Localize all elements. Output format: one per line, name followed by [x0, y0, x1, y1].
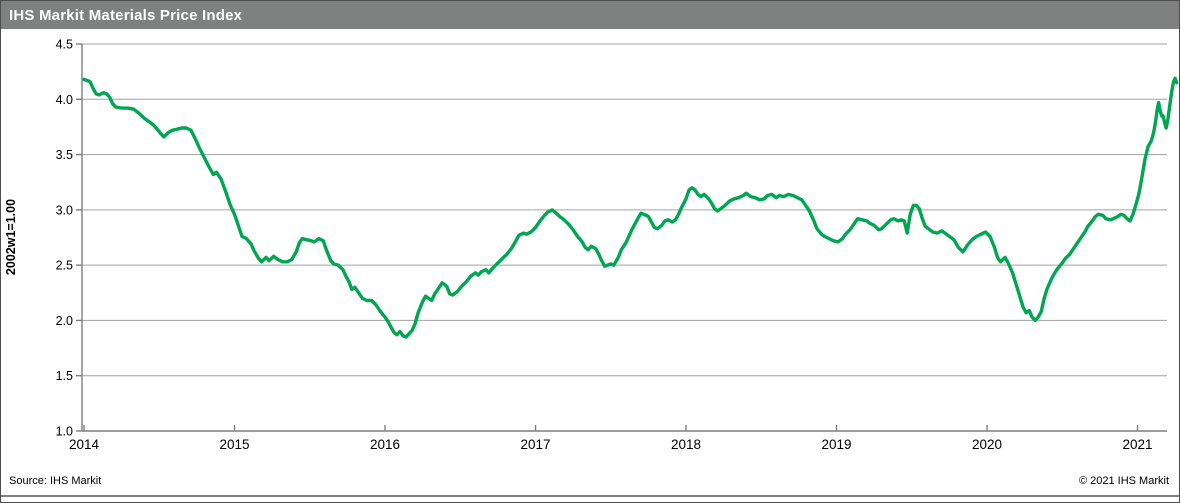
svg-text:2.0: 2.0: [56, 314, 73, 328]
svg-text:2.5: 2.5: [56, 259, 73, 273]
svg-text:2019: 2019: [821, 437, 851, 452]
svg-text:3.5: 3.5: [56, 148, 73, 162]
svg-text:2018: 2018: [671, 437, 701, 452]
svg-text:4.5: 4.5: [56, 38, 73, 52]
svg-text:4.0: 4.0: [56, 93, 73, 107]
copyright-note: © 2021 IHS Markit: [1078, 475, 1169, 487]
svg-text:2015: 2015: [219, 437, 249, 452]
svg-text:2014: 2014: [69, 437, 100, 452]
materials-price-index-line: [82, 76, 1179, 339]
svg-text:2021: 2021: [1122, 437, 1152, 452]
axes: [76, 43, 1167, 432]
chart-title-bar: IHS Markit Materials Price Index: [1, 1, 1179, 29]
svg-text:3.0: 3.0: [56, 203, 73, 217]
y-axis-title: 2002w1=1.00: [4, 199, 18, 275]
source-note: Source: IHS Markit: [9, 475, 102, 487]
svg-text:2020: 2020: [972, 437, 1002, 452]
chart-title: IHS Markit Materials Price Index: [9, 6, 243, 24]
svg-text:2017: 2017: [520, 437, 550, 452]
svg-text:2016: 2016: [370, 437, 400, 452]
svg-text:1.5: 1.5: [56, 369, 73, 383]
footer-divider: [1, 495, 1179, 497]
svg-text:1.0: 1.0: [56, 425, 73, 439]
